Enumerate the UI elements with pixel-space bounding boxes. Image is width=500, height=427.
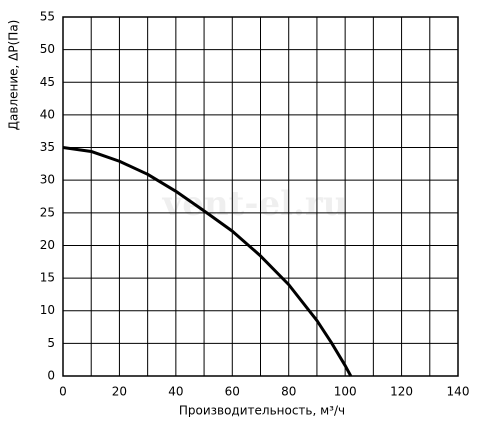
- y-tick-label: 35: [40, 140, 55, 154]
- x-tick-label: 140: [447, 385, 470, 399]
- y-tick-label: 20: [40, 238, 55, 252]
- watermark: vent-el.ru: [162, 184, 348, 224]
- x-tick-label: 20: [112, 385, 127, 399]
- y-tick-label: 40: [40, 107, 55, 121]
- x-tick-label: 100: [334, 385, 357, 399]
- y-tick-label: 5: [47, 336, 55, 350]
- x-tick-label: 0: [59, 385, 67, 399]
- y-tick-label: 25: [40, 205, 55, 219]
- y-axis-label: Давление, ΔP(Па): [7, 20, 21, 131]
- y-tick-label: 30: [40, 173, 55, 187]
- plot-frame: [62, 16, 459, 377]
- y-tick-label: 50: [40, 42, 55, 56]
- y-tick-label: 15: [40, 271, 55, 285]
- x-tick-label: 120: [390, 385, 413, 399]
- x-tick-label: 40: [168, 385, 183, 399]
- x-tick-label: 60: [225, 385, 240, 399]
- y-tick-label: 0: [47, 369, 55, 383]
- x-axis-label: Производительность, м³/ч: [179, 404, 345, 418]
- y-tick-label: 10: [40, 303, 55, 317]
- y-tick-label: 45: [40, 75, 55, 89]
- curve: [62, 146, 353, 377]
- x-tick-label: 80: [281, 385, 296, 399]
- y-tick-label: 55: [40, 10, 55, 24]
